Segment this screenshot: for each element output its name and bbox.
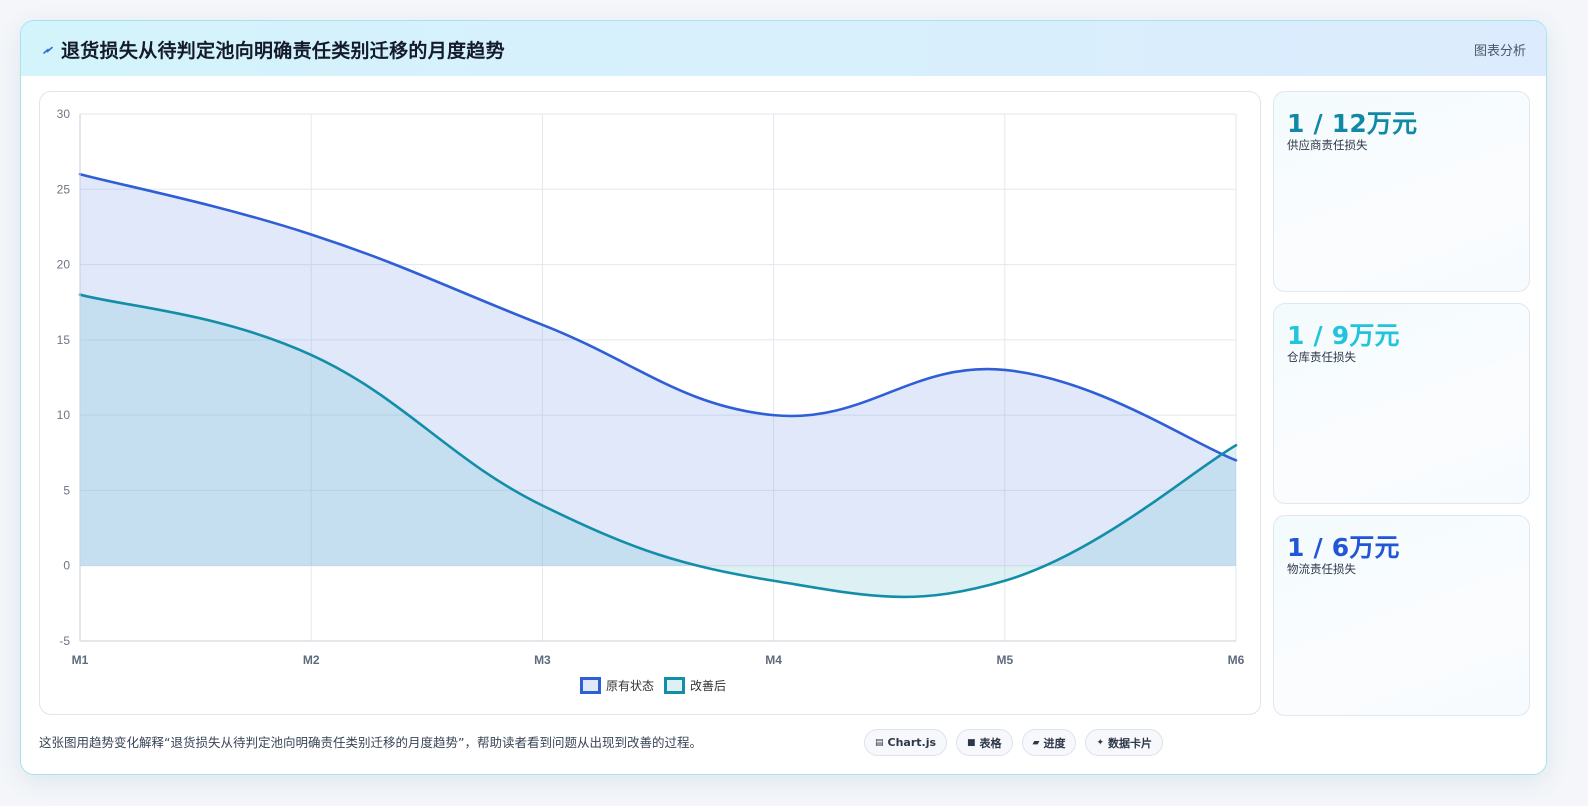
grid-layer bbox=[79, 113, 1237, 642]
legend-swatch-improved bbox=[664, 677, 686, 694]
stat-card-warehouse: 1 / 9万元 仓库责任损失 bbox=[1273, 303, 1530, 504]
chart-card: 退货损失从待判定池向明确责任类别迁移的月度趋势 图表分析 30 25 20 15 10 5… bbox=[20, 20, 1547, 775]
stat-value-warehouse: 1 / 9万元 bbox=[1287, 321, 1400, 350]
y-tick-label: -5 bbox=[59, 634, 70, 648]
x-tick-label: M4 bbox=[765, 653, 782, 667]
chart-icon: ▤ bbox=[875, 737, 884, 748]
x-tick-label: M3 bbox=[534, 653, 551, 667]
table-icon: ■ bbox=[967, 737, 976, 748]
chip-label-progress: 进度 bbox=[1043, 736, 1066, 750]
series-line-0[interactable] bbox=[78, 172, 1238, 462]
y-tick-label: 30 bbox=[57, 107, 71, 121]
x-tick-label: M6 bbox=[1228, 653, 1245, 667]
stat-label-warehouse: 仓库责任损失 bbox=[1287, 350, 1356, 364]
stat-card-logistics: 1 / 6万元 物流责任损失 bbox=[1273, 515, 1530, 716]
line-layer bbox=[78, 172, 1238, 599]
x-tick-label: M5 bbox=[996, 653, 1013, 667]
legend: 原有状态 改善后 bbox=[580, 677, 736, 694]
y-tick-label: 20 bbox=[57, 258, 71, 272]
chart-panel: 30 25 20 15 10 5 0 -5 M1 M2 M3 M4 M5 M6 原有状态 改善后 bbox=[39, 91, 1261, 715]
chip-table[interactable]: ■ 表格 bbox=[956, 729, 1013, 756]
x-tick-label: M2 bbox=[303, 653, 320, 667]
y-tick-label: 5 bbox=[63, 483, 70, 497]
stat-cards: 1 / 12万元 供应商责任损失 1 / 9万元 仓库责任损失 1 / 6万元 … bbox=[1273, 91, 1530, 727]
title-wrap: 退货损失从待判定池向明确责任类别迁移的月度趋势 bbox=[41, 36, 505, 63]
x-tick-label: M1 bbox=[72, 653, 89, 667]
stat-card-supplier: 1 / 12万元 供应商责任损失 bbox=[1273, 91, 1530, 292]
chart-analysis-label: 图表分析 bbox=[1473, 44, 1526, 59]
chip-label-chartjs: Chart.js bbox=[887, 736, 937, 749]
card-header: 退货损失从待判定池向明确责任类别迁移的月度趋势 图表分析 bbox=[21, 21, 1546, 76]
area-chart: 30 25 20 15 10 5 0 -5M1 M2 M3 M4 M5 M6 bbox=[57, 107, 1245, 667]
progress-icon: ▰ bbox=[1032, 737, 1040, 748]
legend-item-improved[interactable]: 改善后 bbox=[664, 677, 726, 694]
sparkle-icon: ✦ bbox=[1096, 737, 1105, 748]
legend-item-original[interactable]: 原有状态 bbox=[580, 677, 654, 694]
y-tick-label: 10 bbox=[57, 408, 71, 422]
y-tick-label: 25 bbox=[57, 182, 71, 196]
chip-label-table: 表格 bbox=[979, 736, 1002, 750]
chip-data-cards[interactable]: ✦ 数据卡片 bbox=[1085, 729, 1164, 756]
area-fill-series-0 bbox=[80, 174, 1236, 566]
y-tick-label: 15 bbox=[57, 333, 71, 347]
stat-value-supplier: 1 / 12万元 bbox=[1287, 109, 1418, 138]
area-fill-series-1 bbox=[80, 294, 1236, 597]
series-line-1[interactable] bbox=[78, 293, 1238, 599]
legend-label-improved: 改善后 bbox=[690, 679, 727, 693]
chart-caption: 这张图用趋势变化解释“退货损失从待判定池向明确责任类别迁移的月度趋势”，帮助读者… bbox=[39, 735, 702, 750]
page-title: 退货损失从待判定池向明确责任类别迁移的月度趋势 bbox=[61, 40, 505, 62]
chip-label-data-cards: 数据卡片 bbox=[1108, 736, 1153, 750]
area-layer bbox=[80, 174, 1236, 597]
chip-row: ▤ Chart.js ■ 表格 ▰ 进度 ✦ 数据卡片 bbox=[864, 729, 1172, 756]
chip-chartjs[interactable]: ▤ Chart.js bbox=[864, 729, 948, 756]
bolt-icon bbox=[43, 46, 53, 54]
stat-value-logistics: 1 / 6万元 bbox=[1287, 533, 1400, 562]
stat-label-logistics: 物流责任损失 bbox=[1287, 562, 1356, 576]
axis-layer: 30 25 20 15 10 5 0 -5M1 M2 M3 M4 M5 M6 bbox=[57, 107, 1245, 667]
chip-progress[interactable]: ▰ 进度 bbox=[1021, 729, 1077, 756]
y-tick-label: 0 bbox=[63, 559, 70, 573]
legend-label-original: 原有状态 bbox=[606, 679, 655, 693]
legend-swatch-original bbox=[580, 677, 601, 694]
stat-label-supplier: 供应商责任损失 bbox=[1287, 138, 1368, 152]
